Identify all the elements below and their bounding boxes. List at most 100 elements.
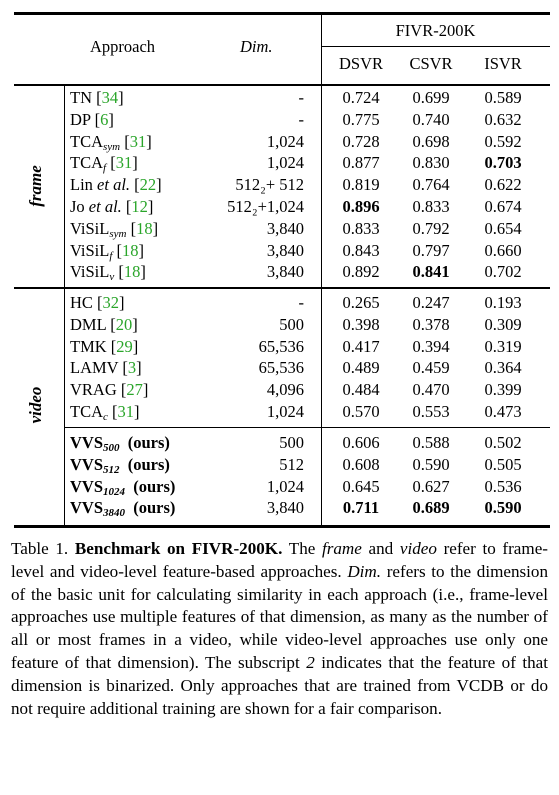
approach-name: VVS1024 (ours) — [70, 477, 175, 502]
ours-tag: (ours) — [127, 454, 170, 474]
citation-link[interactable]: 18 — [123, 262, 141, 282]
isvr-value: 0.193 — [484, 293, 522, 312]
approach-label: VVS — [70, 476, 104, 496]
caption-text: and — [368, 539, 394, 558]
caption-text: indicates that the feature of that dimen… — [11, 652, 549, 718]
approach-label: DML — [70, 314, 107, 334]
isvr-value: 0.660 — [484, 240, 522, 260]
approach-label: Jo et al. — [70, 197, 122, 216]
dim-value: - — [298, 293, 305, 312]
citation-link[interactable]: 29 — [116, 336, 133, 356]
approach-label: VVS — [70, 498, 104, 518]
approach-label: TCA — [70, 402, 103, 421]
approach-header: Approach — [90, 37, 156, 56]
ours-tag: (ours) — [133, 476, 176, 496]
isvr-value: 0.309 — [484, 314, 522, 334]
dsvr-value: 0.724 — [342, 88, 380, 107]
dim-value: 1,024 — [266, 402, 304, 421]
isvr-value: 0.589 — [484, 88, 522, 107]
approach-name: VRAG [27] — [70, 380, 149, 400]
top-rule — [14, 12, 550, 15]
metric-header-csvr: CSVR — [409, 54, 453, 73]
dataset-underline — [321, 46, 550, 47]
approach-subscript: sym — [109, 227, 127, 240]
bottom-rule — [14, 525, 550, 528]
citation-link[interactable]: 18 — [122, 240, 139, 260]
caption-term-frame: frame — [321, 539, 362, 558]
citation-link[interactable]: 3 — [127, 358, 137, 378]
caption-term-dim: Dim. — [347, 561, 382, 581]
csvr-value: 0.764 — [412, 175, 450, 195]
approach-name: ViSiLsym [18] — [70, 218, 159, 240]
dsvr-value: 0.728 — [342, 131, 380, 151]
dsvr-value: 0.711 — [342, 498, 380, 518]
approach-name: LAMV [3] — [70, 358, 142, 378]
approach-name: DP [6] — [70, 109, 114, 129]
isvr-value: 0.703 — [484, 153, 522, 173]
citation-link[interactable]: 31 — [117, 402, 135, 421]
column-divider — [321, 15, 322, 525]
citation-link[interactable]: 12 — [131, 197, 148, 216]
dim-value: 3,840 — [266, 498, 304, 518]
csvr-value: 0.394 — [412, 336, 450, 356]
approach-label: TN — [70, 88, 92, 107]
approach-subscript: 500 — [103, 442, 120, 454]
approach-subscript: 512 — [103, 463, 120, 476]
caption-title: Benchmark on FIVR-200K. — [74, 539, 283, 558]
approach-name: Jo et al. [12] — [70, 197, 154, 216]
isvr-value: 0.319 — [484, 336, 522, 356]
citation-link[interactable]: 31 — [129, 131, 147, 151]
isvr-value: 0.654 — [484, 218, 522, 238]
dsvr-value: 0.417 — [342, 336, 380, 356]
approach-label: ViSiL — [70, 240, 110, 260]
approach-name: VVS512 (ours) — [70, 455, 170, 480]
citation-link[interactable]: 18 — [136, 218, 153, 238]
approach-label: LAMV — [70, 358, 119, 378]
citation-link[interactable]: 22 — [139, 175, 157, 195]
isvr-value: 0.590 — [484, 498, 522, 518]
csvr-value: 0.378 — [412, 314, 450, 334]
group-label-video: video — [26, 386, 45, 424]
metric-header-dsvr: DSVR — [338, 54, 383, 73]
isvr-value: 0.622 — [484, 175, 522, 195]
isvr-value: 0.536 — [484, 476, 522, 496]
ours-rule — [64, 427, 550, 428]
isvr-value: 0.399 — [484, 380, 522, 400]
approach-name: HC [32] — [70, 293, 125, 312]
approach-subscript: c — [103, 411, 108, 423]
citation-link[interactable]: 34 — [101, 88, 119, 107]
dsvr-value: 0.775 — [342, 109, 380, 129]
dim-value: 500 — [279, 433, 304, 452]
citation-link[interactable]: 32 — [102, 293, 120, 312]
dim-value: 3,840 — [266, 262, 304, 282]
dsvr-value: 0.608 — [342, 454, 380, 474]
dim-value: 512₂+1,024 — [227, 197, 304, 216]
isvr-value: 0.702 — [484, 262, 522, 282]
dsvr-value: 0.398 — [342, 314, 380, 334]
citation-link[interactable]: 27 — [126, 380, 143, 400]
approach-label: ViSiL — [70, 262, 110, 282]
approach-subscript: sym — [103, 140, 121, 153]
csvr-value: 0.830 — [412, 153, 450, 173]
dsvr-value: 0.896 — [342, 197, 380, 216]
isvr-value: 0.632 — [484, 109, 522, 129]
approach-name: TN [34] — [70, 88, 124, 107]
header-rule — [14, 84, 550, 86]
approach-label: DP — [70, 109, 91, 129]
csvr-value: 0.792 — [412, 218, 450, 238]
dataset-header: FIVR-200K — [395, 21, 476, 40]
dim-value: 512 — [279, 454, 304, 474]
dsvr-value: 0.265 — [342, 293, 380, 312]
dim-value: 1,024 — [266, 476, 304, 496]
dim-value: - — [298, 109, 305, 129]
approach-label: TMK — [70, 336, 107, 356]
approach-name: TCAsym [31] — [70, 131, 152, 153]
group-label-frame: frame — [26, 165, 45, 207]
approach-subscript: 3840 — [103, 507, 126, 520]
citation-link[interactable]: 20 — [115, 314, 133, 334]
citation-link[interactable]: 31 — [115, 153, 133, 173]
citation-link[interactable]: 6 — [100, 109, 109, 129]
ours-tag: (ours) — [127, 433, 170, 452]
csvr-value: 0.689 — [412, 498, 450, 518]
approach-subscript: f — [109, 249, 113, 262]
